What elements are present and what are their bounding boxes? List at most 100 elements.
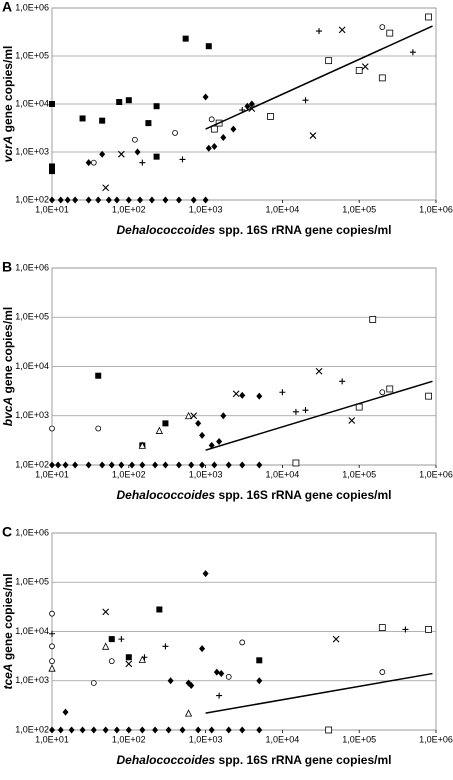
x-axis-title: Dehalococcoides spp. 16S rRNA gene copie… [117, 223, 392, 237]
point [95, 372, 102, 379]
point [425, 13, 432, 21]
point [99, 461, 106, 469]
point [199, 461, 206, 469]
point [292, 408, 299, 415]
x-tick-label: 1,0E+03 [189, 204, 223, 214]
x-axis-text: spp. 16S rRNA gene copies/ml [219, 223, 392, 237]
trend-line [205, 672, 433, 714]
point [175, 196, 182, 204]
y-tick-label: 1,0E+04 [15, 626, 49, 636]
point [165, 726, 172, 734]
point [239, 726, 246, 734]
x-tick-label: 1,0E+04 [266, 734, 300, 744]
x-axis-title: Dehalococcoides spp. 16S rRNA gene copie… [117, 753, 392, 767]
point [141, 654, 148, 661]
point [256, 657, 263, 664]
point [348, 417, 356, 424]
point [102, 184, 110, 192]
point [339, 378, 346, 385]
x-tick-label: 1,0E+04 [266, 204, 300, 214]
x-axis-text: spp. 16S rRNA gene copies/ml [219, 488, 392, 502]
point [409, 49, 416, 56]
point [256, 461, 263, 469]
point [208, 726, 215, 734]
point [325, 57, 333, 65]
point [55, 461, 62, 469]
point [90, 680, 97, 686]
point [162, 196, 169, 204]
point [292, 459, 300, 467]
point [220, 412, 227, 420]
point [379, 24, 386, 31]
point [256, 677, 263, 685]
x-tick-label: 1,0E+02 [112, 204, 146, 214]
x-tick-label: 1,0E+03 [189, 469, 223, 479]
y-tick-label: 1,0E+02 [15, 459, 49, 469]
point [220, 134, 227, 142]
point [188, 461, 195, 469]
point [79, 115, 86, 122]
y-axis-title: tceA gene copies/ml [1, 573, 15, 689]
x-tick-label: 1,0E+06 [419, 204, 453, 214]
point [378, 624, 386, 632]
point [205, 144, 212, 152]
point [369, 316, 377, 323]
y-axis-gene: tceA [1, 664, 15, 690]
point [128, 461, 135, 469]
point [188, 682, 195, 690]
point [137, 196, 144, 204]
point [85, 461, 92, 469]
point [49, 630, 55, 637]
x-tick-label: 1,0E+02 [112, 469, 146, 479]
point [125, 654, 132, 661]
y-axis-title: bvcA gene copies/ml [1, 307, 15, 426]
point [184, 709, 193, 717]
y-axis-text: gene copies/ml [1, 307, 15, 394]
point [139, 461, 146, 469]
point [199, 431, 206, 439]
point [49, 643, 55, 650]
point [49, 101, 55, 107]
panel-label: C [2, 524, 12, 540]
point [68, 726, 75, 734]
point [218, 670, 225, 678]
point [153, 153, 160, 160]
x-axis-organism: Dehalococcoides [117, 753, 216, 767]
y-tick-label: 1,0E+05 [15, 577, 49, 587]
point [386, 385, 394, 393]
point [355, 67, 363, 74]
point [267, 113, 274, 120]
point [256, 726, 263, 734]
point [379, 669, 386, 675]
point [62, 708, 69, 716]
point [202, 196, 209, 204]
point [182, 35, 189, 42]
point [72, 461, 79, 469]
point [162, 643, 169, 650]
point [338, 26, 346, 34]
point [57, 726, 64, 734]
point [64, 196, 71, 204]
point [386, 29, 394, 37]
point [248, 100, 255, 108]
point [425, 392, 432, 400]
point [167, 677, 174, 685]
y-tick-label: 1,0E+03 [15, 410, 49, 420]
x-tick-label: 1,0E+05 [342, 469, 376, 479]
point [202, 570, 209, 578]
point [95, 425, 102, 432]
point [195, 419, 202, 427]
point [279, 389, 286, 396]
point [85, 159, 92, 167]
point [116, 99, 123, 106]
point [175, 461, 182, 469]
point [49, 658, 55, 665]
point [99, 150, 106, 158]
point [125, 97, 132, 104]
point [102, 726, 109, 734]
y-axis-text: gene copies/ml [1, 573, 15, 660]
point [156, 606, 163, 613]
point [425, 626, 432, 633]
point [402, 626, 409, 633]
